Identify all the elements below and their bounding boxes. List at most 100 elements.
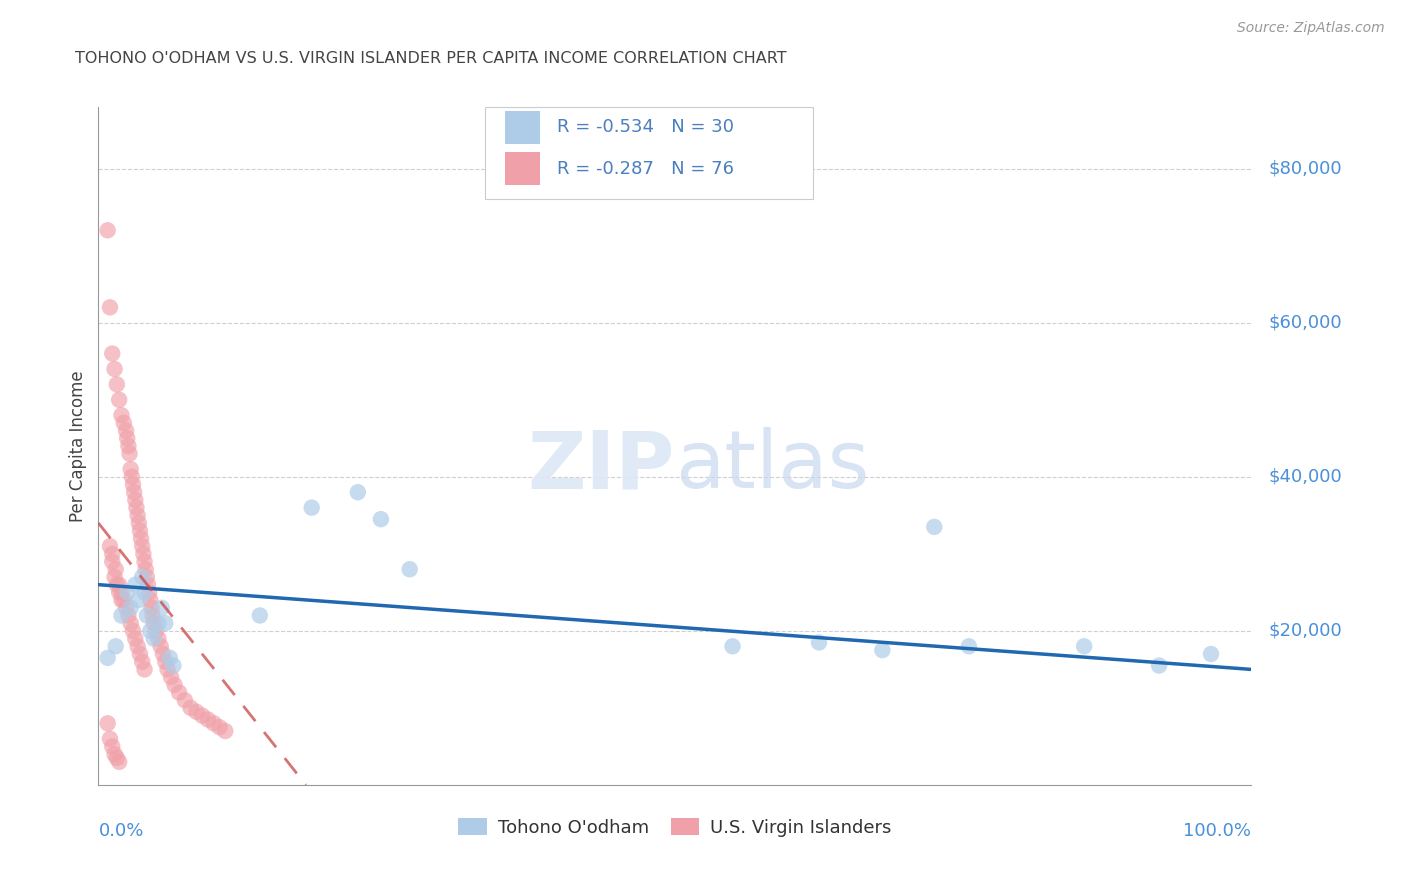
Point <box>174 693 197 707</box>
Point <box>97 651 120 665</box>
Point <box>208 720 231 734</box>
Point <box>145 624 167 638</box>
Bar <box>505 153 540 185</box>
Point <box>120 462 142 476</box>
Point <box>122 624 145 638</box>
Point <box>101 346 124 360</box>
Point <box>101 555 124 569</box>
Point <box>127 640 149 654</box>
Point <box>115 424 138 438</box>
Point <box>128 516 150 530</box>
Point <box>129 524 152 538</box>
Point <box>124 577 146 591</box>
Point <box>159 651 181 665</box>
Point <box>1199 647 1222 661</box>
Point <box>152 647 174 661</box>
Point <box>135 608 157 623</box>
Point <box>347 485 370 500</box>
FancyBboxPatch shape <box>485 107 813 199</box>
Point <box>103 362 125 376</box>
Point <box>122 477 145 491</box>
Point <box>155 616 177 631</box>
Point <box>110 593 132 607</box>
Point <box>142 608 165 623</box>
Point <box>301 500 323 515</box>
Point <box>112 593 135 607</box>
Point <box>142 632 165 646</box>
Point <box>150 600 173 615</box>
Point <box>117 608 139 623</box>
Point <box>1147 658 1170 673</box>
Point <box>121 470 143 484</box>
Point <box>98 301 121 315</box>
Point <box>957 640 980 654</box>
Y-axis label: Per Capita Income: Per Capita Income <box>69 370 87 522</box>
Point <box>132 547 155 561</box>
Point <box>202 716 225 731</box>
Text: Source: ZipAtlas.com: Source: ZipAtlas.com <box>1237 21 1385 35</box>
Point <box>117 431 139 445</box>
Point <box>105 751 128 765</box>
Point <box>98 539 121 553</box>
Point <box>136 577 159 591</box>
Point <box>156 662 179 676</box>
Point <box>129 647 152 661</box>
Point <box>117 585 139 599</box>
Point <box>138 585 160 599</box>
Point <box>108 755 131 769</box>
Point <box>104 562 127 576</box>
Point <box>122 485 145 500</box>
Text: $60,000: $60,000 <box>1268 314 1343 332</box>
Point <box>167 685 190 699</box>
Text: R = -0.287   N = 76: R = -0.287 N = 76 <box>557 160 734 178</box>
Point <box>370 512 392 526</box>
Point <box>105 577 128 591</box>
Point <box>139 624 162 638</box>
Point <box>110 608 132 623</box>
Point <box>101 547 124 561</box>
Point <box>128 593 150 607</box>
Point <box>103 747 125 761</box>
Point <box>141 600 163 615</box>
Point <box>108 585 131 599</box>
Point <box>105 377 128 392</box>
Point <box>125 500 148 515</box>
Point <box>97 716 120 731</box>
Point <box>112 416 135 430</box>
Point <box>1073 640 1095 654</box>
Point <box>135 562 157 576</box>
Point <box>120 600 142 615</box>
Point <box>131 655 153 669</box>
Point <box>134 585 156 599</box>
Point <box>131 539 153 553</box>
Point <box>163 678 186 692</box>
Point <box>398 562 420 576</box>
Point <box>155 655 177 669</box>
Point <box>98 731 121 746</box>
Text: 0.0%: 0.0% <box>98 822 143 840</box>
Point <box>134 555 156 569</box>
Text: atlas: atlas <box>675 427 869 506</box>
Text: R = -0.534   N = 30: R = -0.534 N = 30 <box>557 119 734 136</box>
Point <box>97 223 120 237</box>
Legend: Tohono O'odham, U.S. Virgin Islanders: Tohono O'odham, U.S. Virgin Islanders <box>451 811 898 844</box>
Point <box>101 739 124 754</box>
Point <box>142 616 165 631</box>
Point <box>124 632 146 646</box>
Text: $80,000: $80,000 <box>1268 160 1343 178</box>
Point <box>129 532 152 546</box>
Point <box>127 508 149 523</box>
Point <box>117 439 139 453</box>
Text: ZIP: ZIP <box>527 427 675 506</box>
Point <box>148 616 170 631</box>
Point <box>118 447 141 461</box>
Point <box>924 520 946 534</box>
Point <box>135 570 157 584</box>
Point <box>149 640 172 654</box>
Point <box>134 662 156 676</box>
Point <box>249 608 271 623</box>
Point <box>721 640 744 654</box>
Point <box>148 632 170 646</box>
Text: $20,000: $20,000 <box>1268 622 1343 640</box>
Bar <box>505 112 540 144</box>
